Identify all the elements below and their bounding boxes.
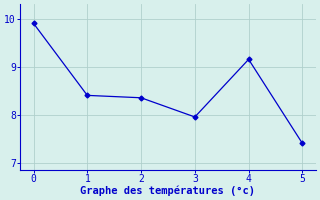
X-axis label: Graphe des températures (°c): Graphe des températures (°c)	[80, 185, 255, 196]
